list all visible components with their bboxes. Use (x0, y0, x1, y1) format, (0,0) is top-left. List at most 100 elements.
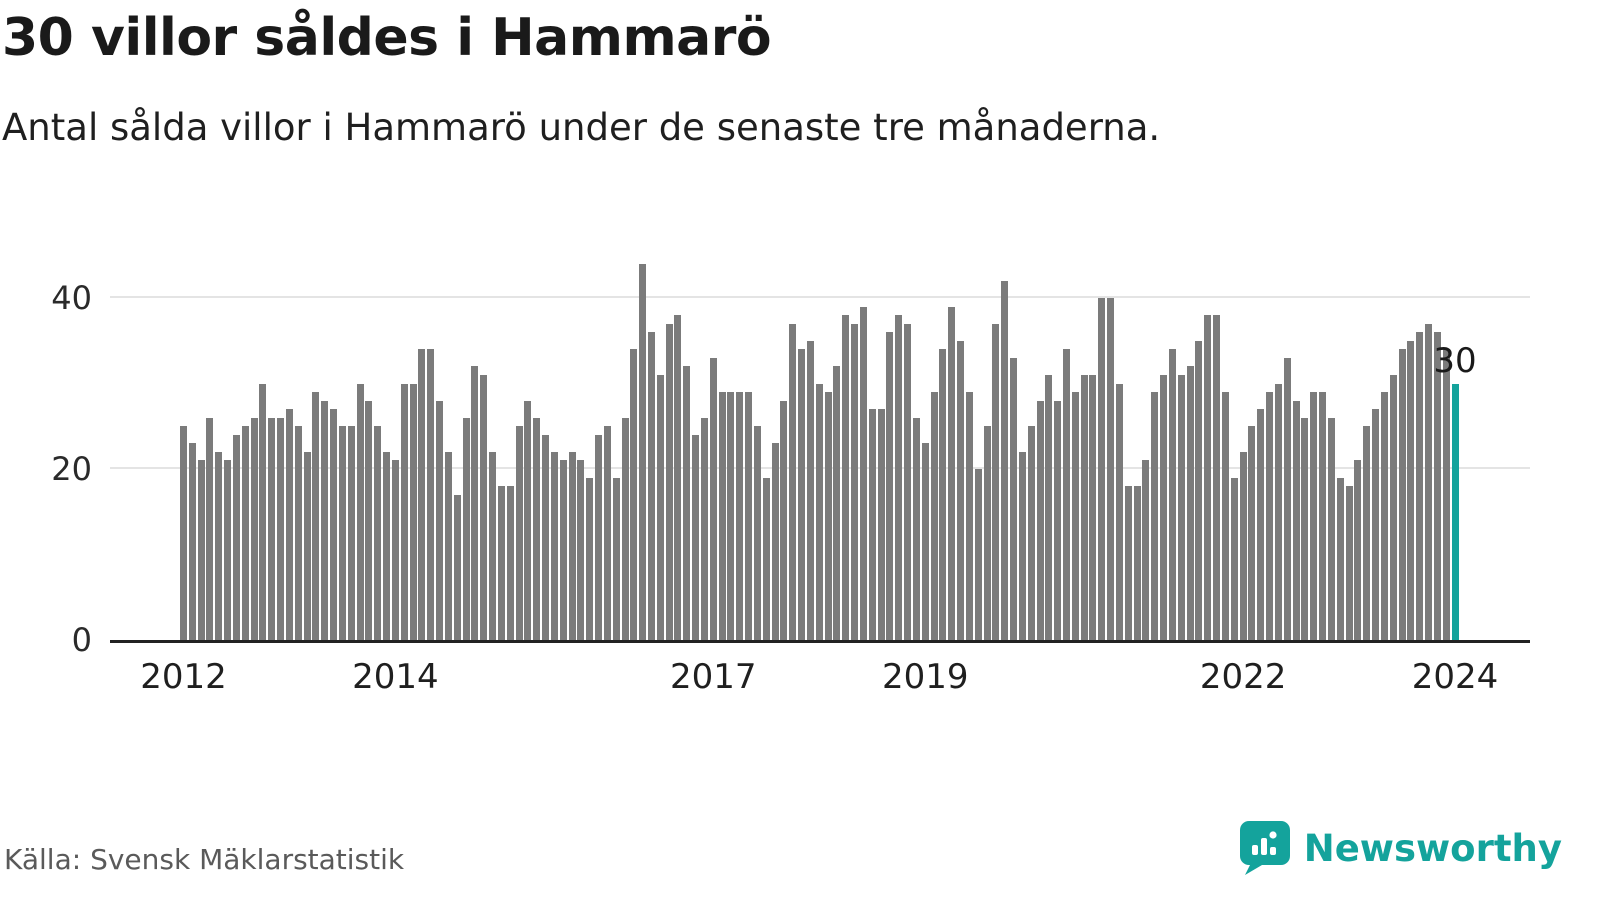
bar (1089, 374, 1097, 640)
bar (383, 451, 391, 640)
bar (930, 392, 938, 640)
bar (974, 469, 982, 640)
bar (1151, 392, 1159, 640)
bar (1257, 409, 1265, 640)
bar (338, 426, 346, 640)
bar (1036, 400, 1044, 640)
highlighted-bar (1451, 383, 1459, 640)
bar (1345, 486, 1353, 640)
bar (1416, 332, 1424, 640)
bar (365, 400, 373, 640)
bar (1168, 349, 1176, 640)
bar (877, 409, 885, 640)
bar (1160, 374, 1168, 640)
bar (356, 383, 364, 640)
bar (1124, 486, 1132, 640)
bar (232, 434, 240, 640)
bar (224, 460, 232, 640)
bar (268, 417, 276, 640)
bar (524, 400, 532, 640)
bar (612, 477, 620, 640)
bar (595, 434, 602, 640)
x-tick-label: 2019 (881, 657, 969, 697)
bar (1080, 374, 1088, 640)
bar (789, 323, 797, 640)
bar (912, 417, 920, 640)
bar (427, 349, 435, 640)
bar (1336, 477, 1344, 640)
gridline (110, 296, 1530, 298)
bar (665, 323, 673, 640)
bar (1266, 392, 1274, 640)
bar (859, 306, 867, 640)
bar (400, 383, 408, 640)
bar (868, 409, 876, 640)
newsworthy-logo-icon (1238, 820, 1292, 876)
bar (1098, 298, 1106, 640)
bar (842, 315, 850, 640)
bar (303, 451, 311, 640)
bar (294, 426, 302, 640)
bar (1248, 426, 1256, 640)
bar (815, 383, 823, 640)
bar (1018, 451, 1026, 640)
bar (453, 494, 461, 640)
bar (1001, 280, 1009, 640)
bar (391, 460, 399, 640)
bar (603, 426, 611, 640)
bar (806, 340, 814, 640)
bar (188, 443, 196, 640)
bar (745, 392, 753, 640)
last-value-label: 30 (1433, 340, 1477, 381)
bar (1230, 477, 1238, 640)
bar (965, 392, 973, 640)
bar (241, 426, 249, 640)
bar (1442, 349, 1450, 640)
x-tick-label: 2014 (352, 657, 439, 697)
bar (1063, 349, 1070, 640)
bar (1010, 357, 1018, 640)
bar (833, 366, 841, 640)
bar (957, 340, 965, 640)
chart-subtitle: Antal sålda villor i Hammarö under de se… (2, 106, 1161, 149)
bar (497, 486, 505, 640)
bar (1283, 357, 1291, 640)
bar (1354, 460, 1362, 640)
bar (1327, 417, 1335, 640)
bar (577, 460, 585, 640)
bar (197, 460, 205, 640)
source-note: Källa: Svensk Mäklarstatistik (4, 843, 405, 876)
x-tick-label: 2012 (140, 657, 227, 697)
bar (647, 332, 655, 640)
bar (568, 451, 576, 640)
bar (753, 426, 761, 640)
bar (586, 477, 594, 640)
bar (824, 392, 832, 640)
bar (700, 417, 708, 640)
bar (1389, 374, 1397, 640)
bar (1045, 374, 1053, 640)
bar (506, 486, 514, 640)
bar (886, 332, 894, 640)
x-tick-label: 2017 (670, 657, 757, 697)
bar (1380, 392, 1388, 640)
bar (674, 315, 682, 640)
bar (471, 366, 479, 640)
bar (736, 392, 744, 640)
bar (798, 349, 806, 640)
bar (948, 306, 956, 640)
bar (983, 426, 991, 640)
bar (180, 426, 187, 640)
bar (727, 392, 735, 640)
bar (1204, 315, 1212, 640)
bar (1054, 400, 1062, 640)
bar (374, 426, 382, 640)
bar (1107, 298, 1115, 640)
bar (409, 383, 417, 640)
x-tick-label: 2024 (1411, 657, 1499, 697)
bar (1425, 323, 1433, 640)
bar (1133, 486, 1141, 640)
bar (939, 349, 947, 640)
bar (1292, 400, 1300, 640)
y-tick-label: 40 (51, 279, 92, 317)
